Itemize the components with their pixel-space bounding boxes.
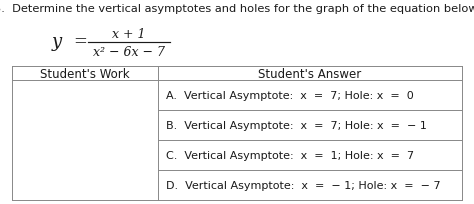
Text: x² − 6x − 7: x² − 6x − 7 bbox=[93, 46, 165, 59]
Text: 5.  Determine the vertical asymptotes and holes for the graph of the equation be: 5. Determine the vertical asymptotes and… bbox=[0, 4, 474, 14]
Text: =: = bbox=[73, 33, 87, 50]
Text: B.  Vertical Asymptote:  x  =  7; Hole: x  =  − 1: B. Vertical Asymptote: x = 7; Hole: x = … bbox=[166, 120, 427, 130]
Text: A.  Vertical Asymptote:  x  =  7; Hole: x  =  0: A. Vertical Asymptote: x = 7; Hole: x = … bbox=[166, 91, 414, 101]
Text: y: y bbox=[52, 33, 62, 51]
Text: C.  Vertical Asymptote:  x  =  1; Hole: x  =  7: C. Vertical Asymptote: x = 1; Hole: x = … bbox=[166, 150, 414, 160]
Text: Student's Work: Student's Work bbox=[40, 67, 130, 80]
Text: Student's Answer: Student's Answer bbox=[258, 67, 362, 80]
Text: x + 1: x + 1 bbox=[112, 27, 146, 40]
Text: D.  Vertical Asymptote:  x  =  − 1; Hole: x  =  − 7: D. Vertical Asymptote: x = − 1; Hole: x … bbox=[166, 180, 441, 190]
